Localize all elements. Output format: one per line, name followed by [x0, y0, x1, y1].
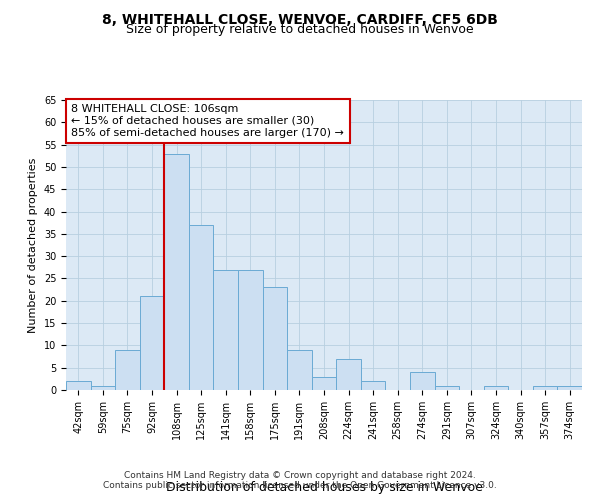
Bar: [287, 350, 312, 390]
Bar: [336, 359, 361, 390]
Bar: [238, 270, 263, 390]
Bar: [484, 386, 508, 390]
Text: 8 WHITEHALL CLOSE: 106sqm
← 15% of detached houses are smaller (30)
85% of semi-: 8 WHITEHALL CLOSE: 106sqm ← 15% of detac…: [71, 104, 344, 138]
X-axis label: Distribution of detached houses by size in Wenvoe: Distribution of detached houses by size …: [166, 481, 482, 494]
Bar: [66, 381, 91, 390]
Bar: [214, 270, 238, 390]
Bar: [189, 225, 214, 390]
Bar: [164, 154, 189, 390]
Y-axis label: Number of detached properties: Number of detached properties: [28, 158, 38, 332]
Bar: [410, 372, 434, 390]
Text: 8, WHITEHALL CLOSE, WENVOE, CARDIFF, CF5 6DB: 8, WHITEHALL CLOSE, WENVOE, CARDIFF, CF5…: [102, 12, 498, 26]
Bar: [312, 376, 336, 390]
Bar: [140, 296, 164, 390]
Text: Size of property relative to detached houses in Wenvoe: Size of property relative to detached ho…: [126, 22, 474, 36]
Bar: [361, 381, 385, 390]
Bar: [533, 386, 557, 390]
Bar: [557, 386, 582, 390]
Bar: [434, 386, 459, 390]
Bar: [263, 288, 287, 390]
Bar: [115, 350, 140, 390]
Text: Contains HM Land Registry data © Crown copyright and database right 2024.
Contai: Contains HM Land Registry data © Crown c…: [103, 470, 497, 490]
Bar: [91, 386, 115, 390]
